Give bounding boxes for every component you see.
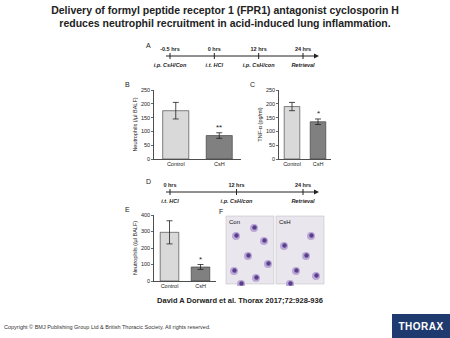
- svg-text:400: 400: [141, 212, 150, 218]
- svg-text:i.p. CsH/Con: i.p. CsH/Con: [154, 62, 187, 68]
- svg-text:Neutrophils (/µl BALF): Neutrophils (/µl BALF): [132, 97, 138, 151]
- svg-text:50: 50: [144, 142, 150, 148]
- svg-text:250: 250: [266, 87, 275, 93]
- svg-text:Neutrophils (/µl BALF): Neutrophils (/µl BALF): [132, 221, 138, 275]
- svg-text:250: 250: [141, 87, 150, 93]
- svg-text:12 hrs: 12 hrs: [251, 46, 267, 52]
- svg-text:24 hrs: 24 hrs: [295, 46, 311, 52]
- svg-text:C: C: [250, 81, 255, 88]
- svg-text:300: 300: [141, 228, 150, 234]
- svg-text:100: 100: [141, 261, 150, 267]
- svg-text:200: 200: [141, 245, 150, 251]
- svg-text:0: 0: [272, 156, 275, 162]
- html-text:THORAX: THORAX: [398, 320, 444, 332]
- html-text:Delivery of formyl peptide rec: Delivery of formyl peptide receptor 1 (F…: [51, 4, 399, 29]
- svg-text:Retrieval: Retrieval: [291, 198, 315, 204]
- svg-text:i.p. CsH/con: i.p. CsH/con: [221, 198, 253, 204]
- svg-text:100: 100: [141, 128, 150, 134]
- svg-text:150: 150: [266, 115, 275, 121]
- svg-text:*: *: [317, 109, 320, 118]
- svg-text:CsH: CsH: [279, 219, 291, 225]
- svg-text:F: F: [219, 208, 223, 215]
- svg-text:E: E: [125, 206, 130, 213]
- html-text:Copyright © BMJ Publishing Gro: Copyright © BMJ Publishing Group Ltd & B…: [4, 324, 211, 330]
- svg-text:100: 100: [266, 128, 275, 134]
- svg-text:CsH: CsH: [313, 161, 324, 167]
- svg-text:150: 150: [141, 115, 150, 121]
- svg-text:Control: Control: [167, 161, 185, 167]
- svg-text:12 hrs: 12 hrs: [228, 182, 244, 188]
- svg-text:Con: Con: [229, 219, 240, 225]
- svg-text:-0.5 hrs: -0.5 hrs: [160, 46, 180, 52]
- svg-text:0 hrs: 0 hrs: [163, 182, 176, 188]
- svg-text:TNF-α (pg/ml): TNF-α (pg/ml): [257, 107, 263, 142]
- svg-text:200: 200: [141, 101, 150, 107]
- svg-text:Control: Control: [283, 161, 301, 167]
- svg-text:Retrieval: Retrieval: [291, 62, 315, 68]
- svg-text:24 hrs: 24 hrs: [295, 182, 311, 188]
- svg-text:**: **: [216, 123, 222, 132]
- svg-text:*: *: [199, 255, 202, 264]
- svg-text:D: D: [146, 178, 151, 185]
- html-text:David A Dorward et al. Thorax: David A Dorward et al. Thorax 2017;72:92…: [157, 296, 323, 305]
- svg-text:CsH: CsH: [195, 283, 206, 289]
- svg-text:CsH: CsH: [214, 161, 225, 167]
- svg-text:A: A: [146, 42, 151, 49]
- svg-text:i.p. CsH/con: i.p. CsH/con: [243, 62, 275, 68]
- svg-text:i.t. HCl: i.t. HCl: [161, 198, 179, 204]
- svg-text:0: 0: [147, 278, 150, 284]
- svg-text:B: B: [125, 81, 130, 88]
- svg-text:200: 200: [266, 101, 275, 107]
- svg-text:0: 0: [147, 156, 150, 162]
- svg-text:0 hrs: 0 hrs: [208, 46, 221, 52]
- svg-text:i.t. HCl: i.t. HCl: [206, 62, 224, 68]
- svg-text:Control: Control: [161, 283, 179, 289]
- svg-text:50: 50: [269, 142, 275, 148]
